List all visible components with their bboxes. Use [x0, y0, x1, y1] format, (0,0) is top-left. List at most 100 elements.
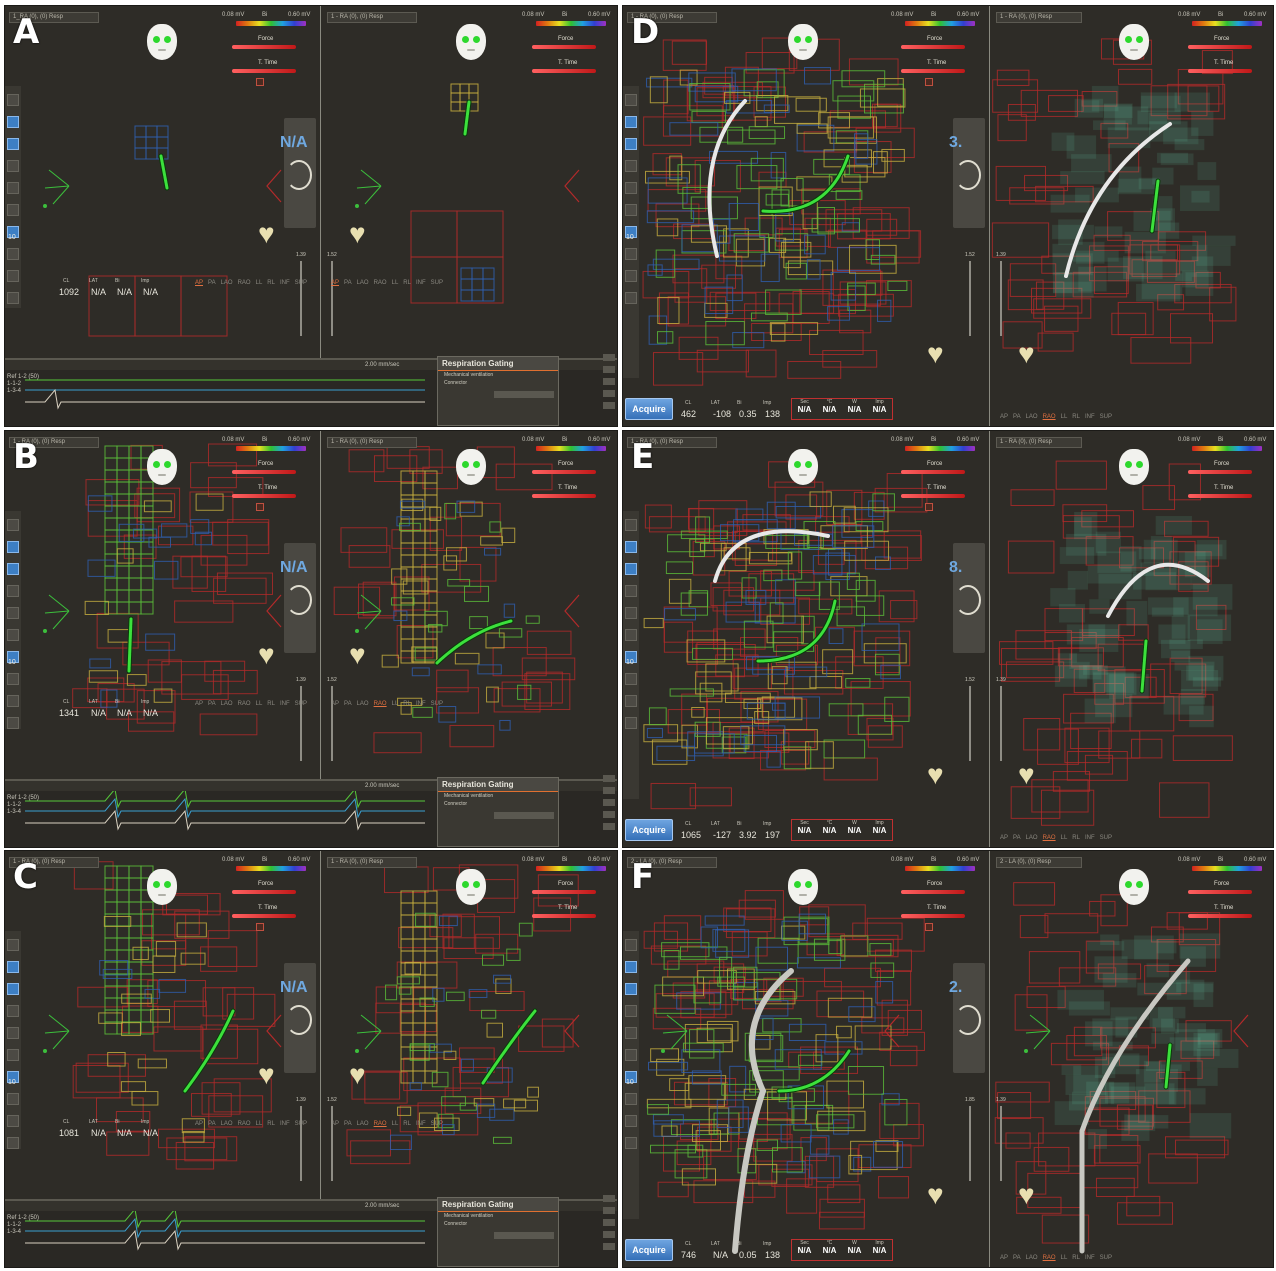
ecg-toolbar[interactable]: [5, 360, 617, 370]
ecg-toolbar[interactable]: [5, 781, 617, 791]
ecg-side-button[interactable]: [603, 1231, 615, 1238]
toolbar-button[interactable]: [625, 695, 637, 707]
zoom-slider[interactable]: [1000, 686, 1002, 761]
view-direction-inf[interactable]: INF: [415, 701, 426, 707]
map-canvas[interactable]: [321, 851, 618, 1199]
view-direction-sup[interactable]: SUP: [1099, 414, 1112, 420]
toolbar-button[interactable]: [625, 204, 637, 216]
view-direction-ll[interactable]: LL: [391, 280, 399, 286]
zoom-slider[interactable]: [300, 686, 302, 761]
left-3d-view[interactable]: 2 - LA (0), (0) Resp 0.08 mV Bi 0.60 mV Forc…: [623, 851, 989, 1267]
toolbar-button[interactable]: [625, 519, 637, 531]
view-direction-pa[interactable]: PA: [1013, 1255, 1021, 1261]
toolbar-button[interactable]: [7, 939, 19, 951]
toolbar-button[interactable]: [7, 541, 19, 553]
zoom-slider[interactable]: [331, 686, 333, 761]
view-direction-lao[interactable]: LAO: [220, 280, 233, 286]
toolbar-button[interactable]: [7, 204, 19, 216]
right-3d-view[interactable]: 1 - RA (0), (0) Resp 0.08 mV Bi 0.60 mV Forc…: [320, 431, 618, 779]
toolbar-button[interactable]: [7, 248, 19, 260]
ecg-side-button[interactable]: [603, 811, 615, 818]
heart-orientation-icon[interactable]: ♥: [258, 1059, 275, 1090]
heart-orientation-icon[interactable]: ♥: [1018, 338, 1035, 369]
heart-orientation-icon[interactable]: ♥: [927, 759, 944, 790]
view-direction-ll[interactable]: LL: [1060, 414, 1068, 420]
view-direction-rl[interactable]: RL: [267, 1121, 275, 1127]
toolbar-button[interactable]: [7, 1005, 19, 1017]
acquire-button[interactable]: Acquire: [625, 1239, 673, 1261]
view-direction-lao[interactable]: LAO: [220, 1121, 233, 1127]
toolbar-button[interactable]: [7, 717, 19, 729]
toolbar-button[interactable]: [7, 961, 19, 973]
ecg-side-button[interactable]: [603, 799, 615, 806]
view-direction-bar[interactable]: AP PA LAO RAO LL RL INF SUP: [195, 280, 312, 286]
map-canvas[interactable]: [5, 851, 320, 1199]
zoom-slider[interactable]: [1000, 261, 1002, 336]
toolbar-button[interactable]: [7, 116, 19, 128]
heart-orientation-icon[interactable]: ♥: [349, 1059, 366, 1090]
view-direction-pa[interactable]: PA: [344, 280, 352, 286]
respiration-gating-panel[interactable]: Respiration Gating Mechanical ventilation…: [437, 356, 559, 426]
toolbar-button[interactable]: [7, 138, 19, 150]
ecg-side-button[interactable]: [603, 402, 615, 409]
view-direction-sup[interactable]: SUP: [294, 1121, 307, 1127]
toolbar-button[interactable]: [625, 585, 637, 597]
view-direction-inf[interactable]: INF: [279, 1121, 290, 1127]
view-direction-rl[interactable]: RL: [403, 280, 411, 286]
right-3d-view[interactable]: 1 - RA (0), (0) Resp 0.08 mV Bi 0.60 mV Forc…: [320, 6, 617, 358]
view-direction-pa[interactable]: PA: [208, 1121, 216, 1127]
toolbar-button[interactable]: [7, 1115, 19, 1127]
ecg-side-button[interactable]: [603, 1219, 615, 1226]
respiration-gating-panel[interactable]: Respiration Gating Mechanical ventilation…: [437, 1197, 559, 1267]
view-direction-pa[interactable]: PA: [208, 280, 216, 286]
mechanical-ventilation-checkbox[interactable]: Mechanical ventilation: [444, 1213, 494, 1219]
view-direction-bar[interactable]: AP PA LAO RAO LL RL INF SUP: [195, 1121, 312, 1127]
zoom-slider[interactable]: [1000, 1106, 1002, 1181]
view-direction-bar[interactable]: AP PA LAO RAO LL RL INF SUP: [331, 701, 448, 707]
heart-orientation-icon[interactable]: ♥: [1018, 759, 1035, 790]
toolbar-button[interactable]: [7, 292, 19, 304]
view-direction-ap[interactable]: AP: [1000, 1255, 1009, 1261]
left-3d-view[interactable]: 1 - RA (0), (0) Resp 0.08 mV Bi 0.60 mV Forc…: [5, 431, 320, 779]
view-direction-rao[interactable]: RAO: [1042, 835, 1056, 841]
toolbar-button[interactable]: [625, 116, 637, 128]
ecg-side-button[interactable]: [603, 366, 615, 373]
toolbar-button[interactable]: [625, 138, 637, 150]
map-canvas[interactable]: [321, 431, 618, 779]
view-direction-lao[interactable]: LAO: [1025, 835, 1038, 841]
stability-dial[interactable]: [284, 543, 316, 653]
view-direction-pa[interactable]: PA: [344, 1121, 352, 1127]
map-selector-dropdown[interactable]: 1 - RA (0), (0) Resp: [9, 437, 99, 448]
stability-dial[interactable]: [953, 963, 985, 1073]
ecg-side-button[interactable]: [603, 787, 615, 794]
toolbar-button[interactable]: [625, 629, 637, 641]
toolbar-button[interactable]: [625, 94, 637, 106]
heart-orientation-icon[interactable]: ♥: [1018, 1179, 1035, 1210]
view-direction-bar[interactable]: AP PA LAO RAO LL RL INF SUP: [331, 1121, 448, 1127]
ecg-side-button[interactable]: [603, 1243, 615, 1250]
respiration-gating-panel[interactable]: Respiration Gating Mechanical ventilation…: [437, 777, 559, 847]
left-3d-view[interactable]: 1_RA (0), (0) Resp 0.08 mV Bi 0.60 mV Force T…: [5, 6, 320, 358]
view-direction-rao[interactable]: RAO: [237, 1121, 251, 1127]
ecg-side-button[interactable]: [603, 378, 615, 385]
ecg-side-button[interactable]: [603, 354, 615, 361]
view-direction-rl[interactable]: RL: [403, 1121, 411, 1127]
left-3d-view[interactable]: 1 - RA (0), (0) Resp 0.08 mV Bi 0.60 mV Forc…: [623, 431, 989, 847]
map-selector-dropdown[interactable]: 1 - RA (0), (0) Resp: [627, 437, 717, 448]
zoom-slider[interactable]: [331, 1106, 333, 1181]
toolbar-button[interactable]: [625, 160, 637, 172]
view-direction-rao[interactable]: RAO: [1042, 1255, 1056, 1261]
toolbar-button[interactable]: [625, 939, 637, 951]
toolbar-button[interactable]: [625, 983, 637, 995]
acquire-button[interactable]: Acquire: [625, 819, 673, 841]
left-3d-view[interactable]: 1 - RA (0), (0) Resp 0.08 mV Bi 0.60 mV Forc…: [5, 851, 320, 1199]
toolbar-button[interactable]: [7, 1137, 19, 1149]
toolbar-button[interactable]: [625, 248, 637, 260]
map-selector-dropdown[interactable]: 1_RA (0), (0) Resp: [9, 12, 99, 23]
stability-dial[interactable]: [953, 118, 985, 228]
toolbar-button[interactable]: [7, 1093, 19, 1105]
view-direction-inf[interactable]: INF: [1084, 1255, 1095, 1261]
toolbar-button[interactable]: [625, 607, 637, 619]
view-direction-rao[interactable]: RAO: [373, 701, 387, 707]
view-direction-inf[interactable]: INF: [415, 280, 426, 286]
